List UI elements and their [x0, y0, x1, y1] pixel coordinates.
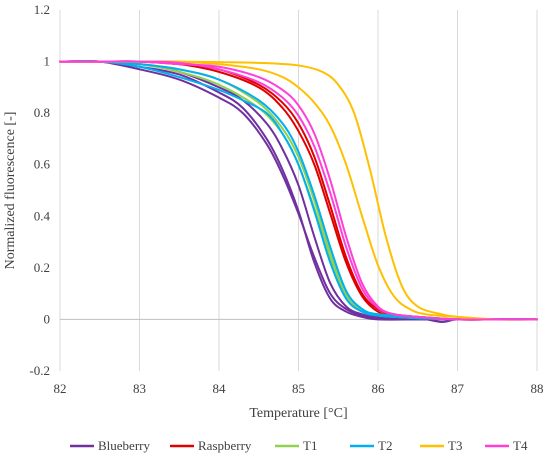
x-axis-title: Temperature [°C] [249, 406, 347, 421]
axis-layer: Temperature [°C] Normalized fluorescence… [3, 2, 544, 421]
legend-label: T4 [513, 438, 528, 453]
y-tick-label: 0.4 [34, 208, 51, 223]
y-tick-label: 0.8 [34, 105, 50, 120]
legend-label: T2 [378, 438, 392, 453]
y-tick-label: -0.2 [29, 363, 50, 378]
legend-label: T1 [303, 438, 317, 453]
x-tick-label: 82 [54, 381, 67, 396]
legend-label: Blueberry [98, 438, 150, 453]
series-line-t3 [59, 60, 538, 321]
y-axis-title: Normalized fluorescence [-] [3, 112, 18, 270]
x-tick-label: 85 [292, 381, 305, 396]
series-layer [59, 60, 538, 324]
series-t3 [59, 60, 538, 321]
x-tick-label: 84 [213, 381, 227, 396]
x-tick-label: 87 [451, 381, 465, 396]
legend-label: T3 [448, 438, 462, 453]
series-line-t2 [59, 60, 538, 321]
y-tick-label: 0.6 [34, 157, 51, 172]
legend-label: Raspberry [198, 438, 252, 453]
legend: Blueberry Raspberry T1 T2 T3 T4 [70, 438, 528, 453]
y-tick-label: 0.2 [34, 260, 50, 275]
x-tick-label: 83 [133, 381, 146, 396]
y-tick-label: 1 [44, 54, 51, 69]
series-t4 [59, 60, 538, 321]
y-tick-label: 0 [44, 311, 51, 326]
x-tick-label: 86 [372, 381, 386, 396]
series-line-t4 [59, 60, 538, 321]
y-tick-label: 1.2 [34, 2, 50, 17]
x-tick-label: 88 [531, 381, 544, 396]
series-line-blueberry [59, 60, 538, 321]
